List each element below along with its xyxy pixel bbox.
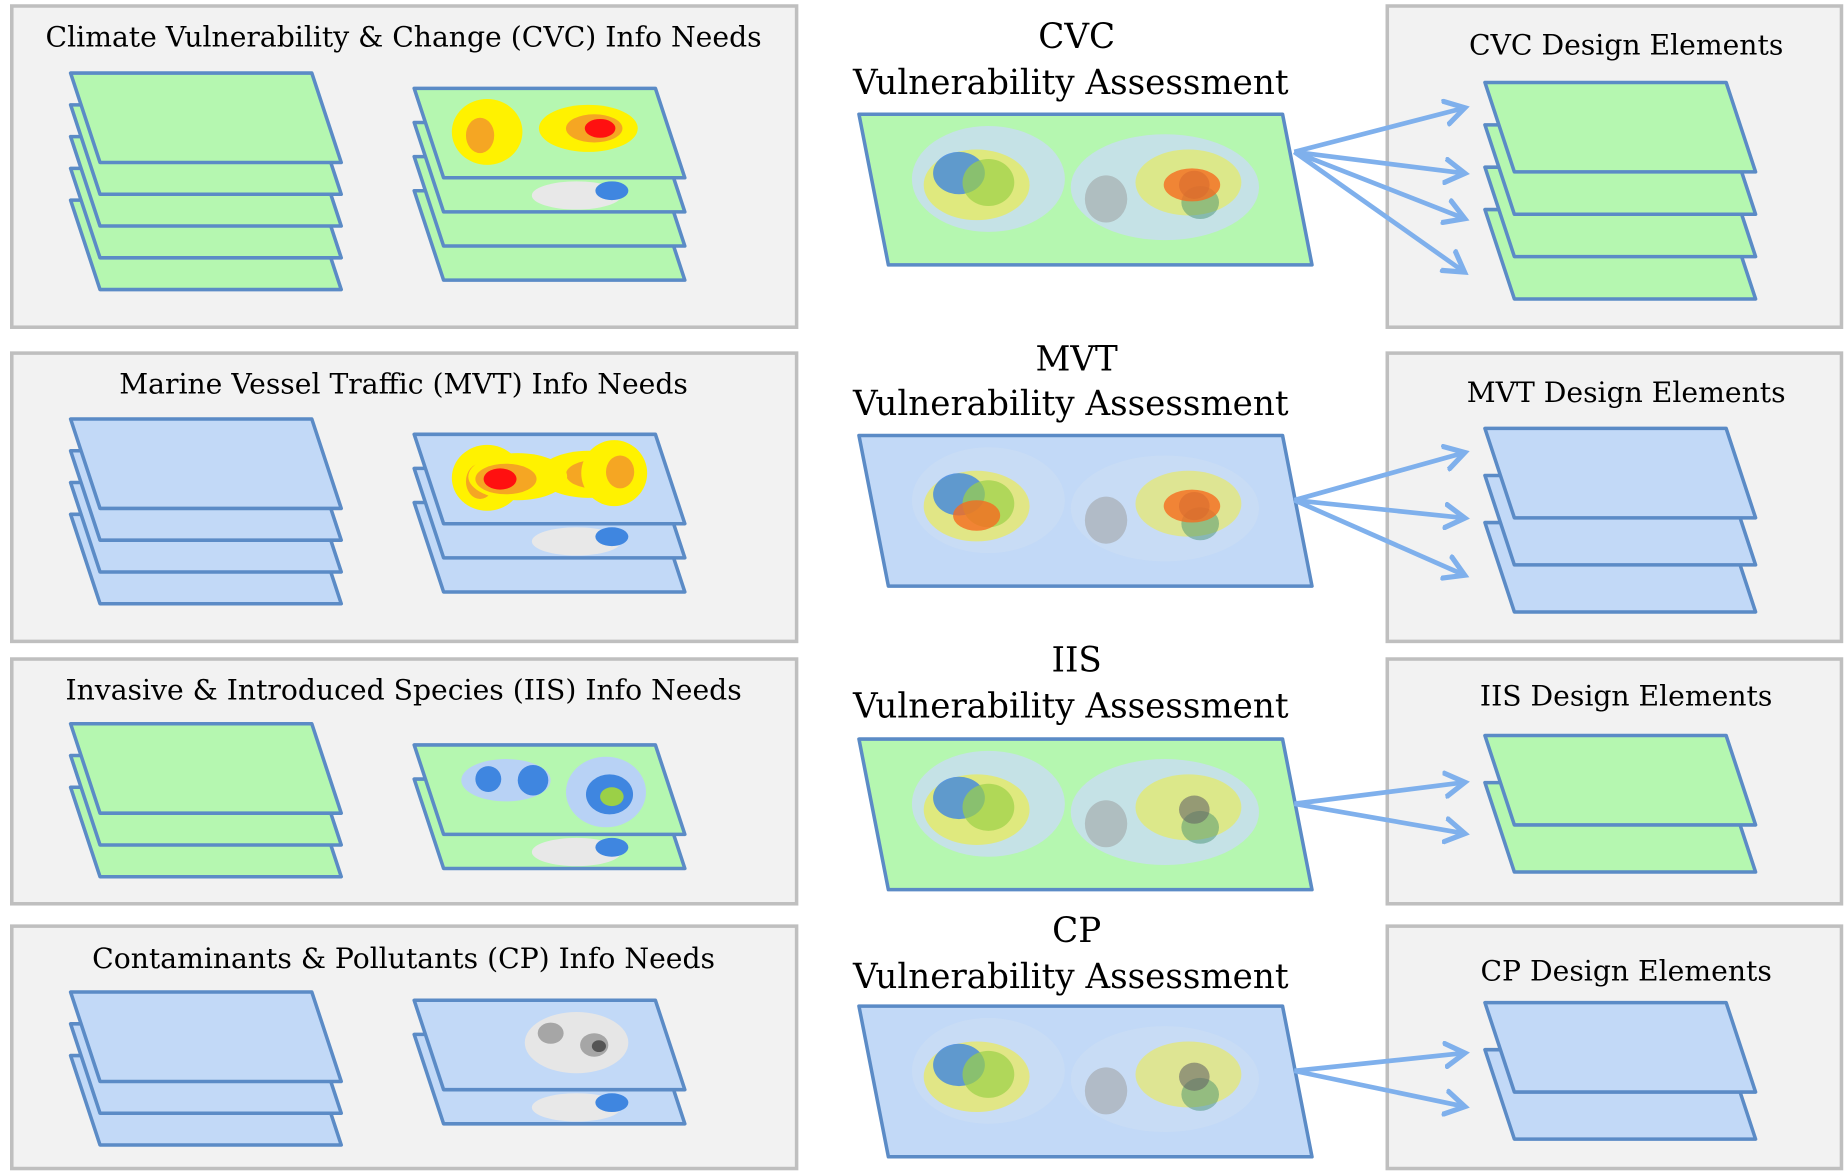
arrow bbox=[1293, 149, 1462, 218]
blob bbox=[605, 455, 635, 489]
blob bbox=[1084, 1067, 1128, 1115]
blob bbox=[1084, 800, 1128, 848]
blob bbox=[1179, 795, 1210, 824]
blob bbox=[595, 1093, 629, 1113]
info-title: Invasive & Introduced Species (IIS) Info… bbox=[65, 673, 741, 706]
info-title: Marine Vessel Traffic (MVT) Info Needs bbox=[119, 368, 688, 401]
design-title: CVC Design Elements bbox=[1469, 29, 1783, 62]
layer bbox=[68, 417, 343, 511]
blob bbox=[600, 787, 624, 807]
layer bbox=[1483, 80, 1758, 174]
blob bbox=[517, 764, 549, 796]
blob bbox=[483, 468, 517, 490]
assessment-abbr: CP bbox=[1052, 911, 1101, 951]
arrow bbox=[1293, 1068, 1462, 1106]
arrow bbox=[1294, 1053, 1462, 1074]
assessment-abbr: IIS bbox=[1051, 641, 1101, 681]
blob bbox=[475, 766, 502, 793]
info-title: Climate Vulnerability & Change (CVC) Inf… bbox=[46, 20, 762, 53]
assessment-abbr: MVT bbox=[1035, 339, 1118, 379]
arrow bbox=[1292, 149, 1462, 271]
arrow bbox=[1294, 149, 1462, 173]
arrow bbox=[1294, 497, 1462, 518]
arrow bbox=[1293, 801, 1462, 833]
assessment-label: Vulnerability Assessment bbox=[852, 63, 1289, 103]
assessment-label: Vulnerability Assessment bbox=[852, 384, 1289, 424]
layer bbox=[68, 990, 343, 1084]
blob bbox=[953, 500, 1001, 531]
blob bbox=[962, 783, 1015, 831]
blob bbox=[962, 1050, 1015, 1098]
layer bbox=[1483, 426, 1758, 520]
arrow bbox=[1293, 453, 1462, 503]
design-title: MVT Design Elements bbox=[1467, 376, 1786, 409]
arrow bbox=[1294, 783, 1462, 807]
blob bbox=[595, 837, 629, 857]
blob bbox=[1163, 168, 1221, 202]
blob bbox=[591, 1040, 606, 1053]
blob bbox=[537, 1022, 564, 1044]
blob bbox=[1084, 175, 1128, 223]
layer bbox=[1483, 1000, 1758, 1094]
design-title: IIS Design Elements bbox=[1480, 679, 1772, 712]
blob bbox=[962, 158, 1015, 207]
info-title: Contaminants & Pollutants (CP) Info Need… bbox=[92, 942, 715, 975]
assessment-abbr: CVC bbox=[1038, 17, 1115, 57]
blob bbox=[1084, 496, 1128, 544]
design-title: CP Design Elements bbox=[1480, 955, 1771, 988]
layer bbox=[68, 71, 343, 165]
blob bbox=[524, 1012, 629, 1074]
blob bbox=[595, 181, 629, 201]
assessment-label: Vulnerability Assessment bbox=[852, 957, 1289, 997]
layer bbox=[1483, 733, 1758, 827]
blob bbox=[584, 118, 616, 138]
arrow bbox=[1293, 498, 1462, 574]
layer bbox=[68, 721, 343, 815]
arrow bbox=[1293, 108, 1462, 155]
blob bbox=[465, 117, 495, 154]
blob bbox=[1163, 489, 1221, 523]
blob bbox=[1179, 1062, 1210, 1091]
blob bbox=[595, 527, 629, 547]
assessment-label: Vulnerability Assessment bbox=[852, 686, 1289, 726]
